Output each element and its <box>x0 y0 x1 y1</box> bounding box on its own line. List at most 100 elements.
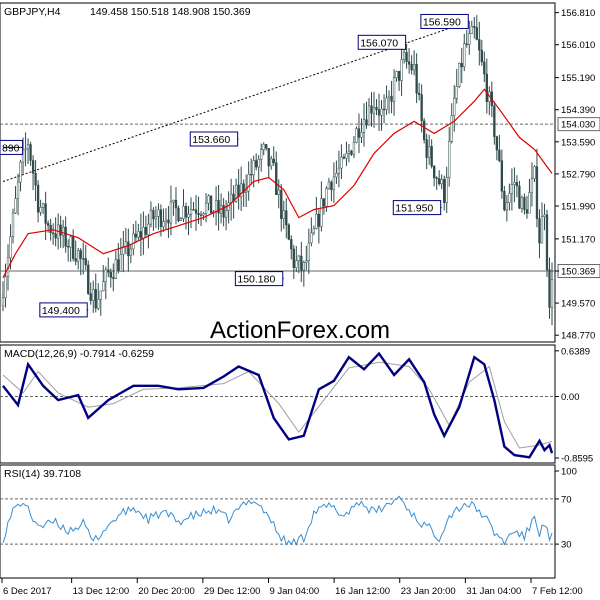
price-bar-body <box>234 184 238 202</box>
macd-panel: 0.6389 0.00 -0.8595 MACD(12,26,9) -0.7914 … <box>0 344 593 464</box>
price-label-text: 153.660 <box>192 134 230 146</box>
price-bar-body <box>202 213 205 216</box>
price-bar-body <box>247 174 250 192</box>
price-bar-body <box>64 226 67 247</box>
macd-label: MACD(12,26,9) -0.7914 -0.6259 <box>4 348 154 360</box>
price-bar-body <box>347 150 351 154</box>
price-bar-body <box>44 203 47 224</box>
price-y-tick-label: 156.010 <box>561 40 595 51</box>
price-bar-body <box>357 128 361 138</box>
price-bar-body <box>525 209 529 214</box>
price-bar-body <box>26 144 30 150</box>
price-bar-body <box>530 178 534 193</box>
price-bar-body <box>272 158 275 163</box>
price-bar-body <box>260 149 263 160</box>
price-bar-body <box>292 248 295 269</box>
price-bar-body <box>485 73 488 102</box>
price-bar-body <box>280 189 283 219</box>
price-bar-body <box>122 246 125 255</box>
price-bar-body <box>285 210 288 226</box>
price-bar-body <box>242 183 245 193</box>
rsi-panel-frame <box>0 464 556 579</box>
price-bar-body <box>377 109 381 116</box>
price-bar-body <box>177 207 180 222</box>
price-bar-body <box>182 206 185 219</box>
price-bar-body <box>282 210 285 219</box>
price-bar-body <box>375 107 378 110</box>
price-bar-body <box>270 158 273 167</box>
price-bar-body <box>450 115 453 142</box>
rsi-line <box>2 495 553 547</box>
price-bar-body <box>345 153 348 159</box>
price-y-tick-label: 151.170 <box>561 234 595 245</box>
price-bar-body <box>224 210 228 218</box>
rsi-reference-lines <box>0 498 555 545</box>
price-bar-body <box>417 92 421 96</box>
price-bar-body <box>252 160 255 176</box>
price-bar-body <box>159 209 163 227</box>
price-bar-body <box>134 233 138 238</box>
price-bar-body <box>533 166 536 179</box>
price-bar-body <box>483 61 486 75</box>
price-bar-body <box>335 172 338 178</box>
price-bar-body <box>209 195 213 214</box>
time-axis-label: 13 Dec 12:00 <box>73 586 130 597</box>
macd-panel-frame <box>0 344 556 464</box>
price-bar-body <box>468 33 471 45</box>
price-bar-body <box>4 276 7 299</box>
price-bar-body <box>340 156 343 169</box>
price-bar-body <box>147 223 150 235</box>
price-bar-body <box>59 224 62 236</box>
price-axis-label: 154.030 <box>561 120 595 131</box>
price-bar-body <box>174 199 178 209</box>
price-bar-body <box>102 281 105 292</box>
price-bar-body <box>475 27 478 40</box>
price-bar-body <box>107 269 110 273</box>
price-bar-body <box>528 192 531 214</box>
price-bar-body <box>385 97 388 110</box>
price-bar-body <box>440 179 443 185</box>
price-bar-body <box>167 219 170 224</box>
price-y-tick-label: 154.390 <box>561 105 595 116</box>
price-bar-body <box>510 184 514 194</box>
price-y-tick-label: 151.990 <box>561 201 595 212</box>
price-bar-body <box>362 119 366 133</box>
price-bar-body <box>104 269 107 282</box>
price-bar-body <box>109 271 112 278</box>
time-axis-label: 23 Jan 20:00 <box>401 586 456 597</box>
price-y-tick-label: 148.770 <box>561 331 595 342</box>
price-bar-body <box>320 198 323 227</box>
price-bar-body <box>257 159 260 168</box>
price-bar-body <box>16 181 20 199</box>
price-bar-body <box>435 177 438 179</box>
price-bar-body <box>77 250 80 262</box>
price-bar-body <box>194 209 198 214</box>
price-bar-body <box>34 172 37 186</box>
price-annotations: 890 149.400 153.660 150.180 156.070 151.950 15… <box>0 13 600 318</box>
ohlc-label: 149.458 150.518 148.908 150.369 <box>90 6 251 18</box>
price-bar-body <box>330 181 333 191</box>
price-bar-body <box>204 202 208 214</box>
price-bar-body <box>89 293 92 301</box>
price-bar-body <box>149 209 153 225</box>
price-bar-body <box>407 61 411 65</box>
price-bar-body <box>197 213 200 216</box>
price-bar-body <box>332 176 336 191</box>
price-bar-body <box>473 25 476 28</box>
rsi-y-tick-label: 30 <box>561 540 572 551</box>
price-bar-body <box>255 160 258 168</box>
price-y-axis: 156.810 156.010 155.190 154.390 153.590 152.7… <box>555 8 595 342</box>
price-bar-body <box>265 144 268 149</box>
price-bar-body <box>322 198 326 207</box>
price-label-text: 156.070 <box>360 37 398 49</box>
price-bar-body <box>127 241 130 257</box>
price-bar-body <box>295 260 298 269</box>
price-bar-body <box>352 141 356 155</box>
price-bar-body <box>305 260 308 263</box>
price-label-text: 156.590 <box>423 16 461 28</box>
price-bar-body <box>164 219 168 222</box>
price-bar-body <box>387 95 391 99</box>
price-panel: ActionForex.com 890 149.400 153.660 150.180… <box>0 2 600 344</box>
price-bar-body <box>515 182 519 187</box>
